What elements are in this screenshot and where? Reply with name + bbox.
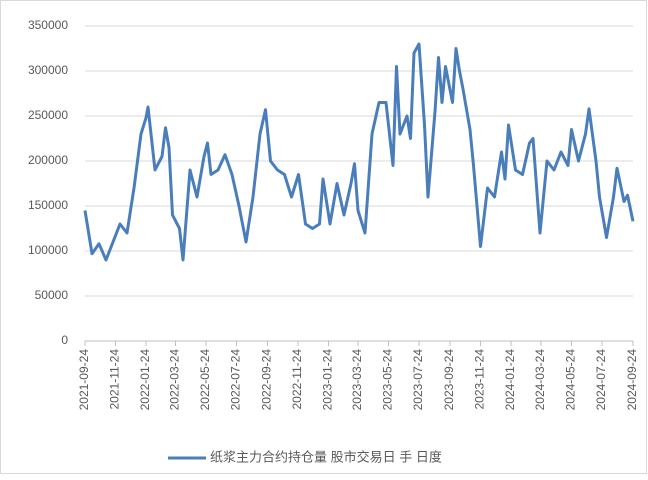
y-tick-label: 100000 <box>28 243 68 257</box>
y-tick-label: 200000 <box>28 153 68 167</box>
data-line <box>83 42 635 262</box>
x-tick-label: 2024-09-24 <box>625 349 639 411</box>
x-tick-label: 2024-07-24 <box>594 349 608 411</box>
x-tick-label: 2022-07-24 <box>229 349 243 411</box>
legend-label: 纸浆主力合约持仓量 股市交易日 手 日度 <box>210 449 442 464</box>
y-tick-label: 350000 <box>28 18 68 32</box>
x-tick-label: 2023-11-24 <box>473 349 487 410</box>
x-tick-label: 2024-03-24 <box>533 349 547 411</box>
x-tick-label: 2022-03-24 <box>168 349 182 411</box>
x-tick-label: 2023-05-24 <box>381 349 395 411</box>
x-tick-label: 2023-07-24 <box>411 349 425 411</box>
x-tick-label: 2023-03-24 <box>350 349 364 411</box>
y-tick-label: 50000 <box>35 288 69 302</box>
x-tick-label: 2022-09-24 <box>260 349 274 411</box>
x-tick-label: 2021-11-24 <box>108 349 122 410</box>
x-tick-label: 2023-09-24 <box>442 349 456 411</box>
x-tick-label: 2021-09-24 <box>77 349 91 411</box>
y-tick-label: 300000 <box>28 63 68 77</box>
x-tick-label: 2022-01-24 <box>138 349 152 411</box>
x-tick-label: 2023-01-24 <box>321 349 335 411</box>
y-tick-label: 150000 <box>28 198 68 212</box>
y-tick-label: 0 <box>61 333 68 347</box>
x-tick-label: 2022-11-24 <box>290 349 304 410</box>
y-tick-label: 250000 <box>28 108 68 122</box>
x-tick-label: 2024-05-24 <box>564 349 578 411</box>
x-tick-label: 2022-05-24 <box>198 349 212 411</box>
x-tick-label: 2024-01-24 <box>503 349 517 411</box>
